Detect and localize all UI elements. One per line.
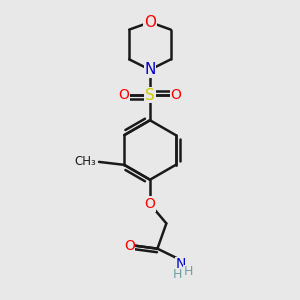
- Text: O: O: [171, 88, 182, 102]
- Text: O: O: [118, 88, 129, 102]
- Text: O: O: [144, 15, 156, 30]
- Text: N: N: [144, 62, 156, 77]
- Text: O: O: [145, 197, 155, 211]
- Text: N: N: [175, 257, 185, 272]
- Text: CH₃: CH₃: [75, 155, 97, 168]
- Text: O: O: [124, 239, 135, 253]
- Text: H: H: [184, 265, 193, 278]
- Text: S: S: [145, 88, 155, 103]
- Text: H: H: [173, 268, 182, 281]
